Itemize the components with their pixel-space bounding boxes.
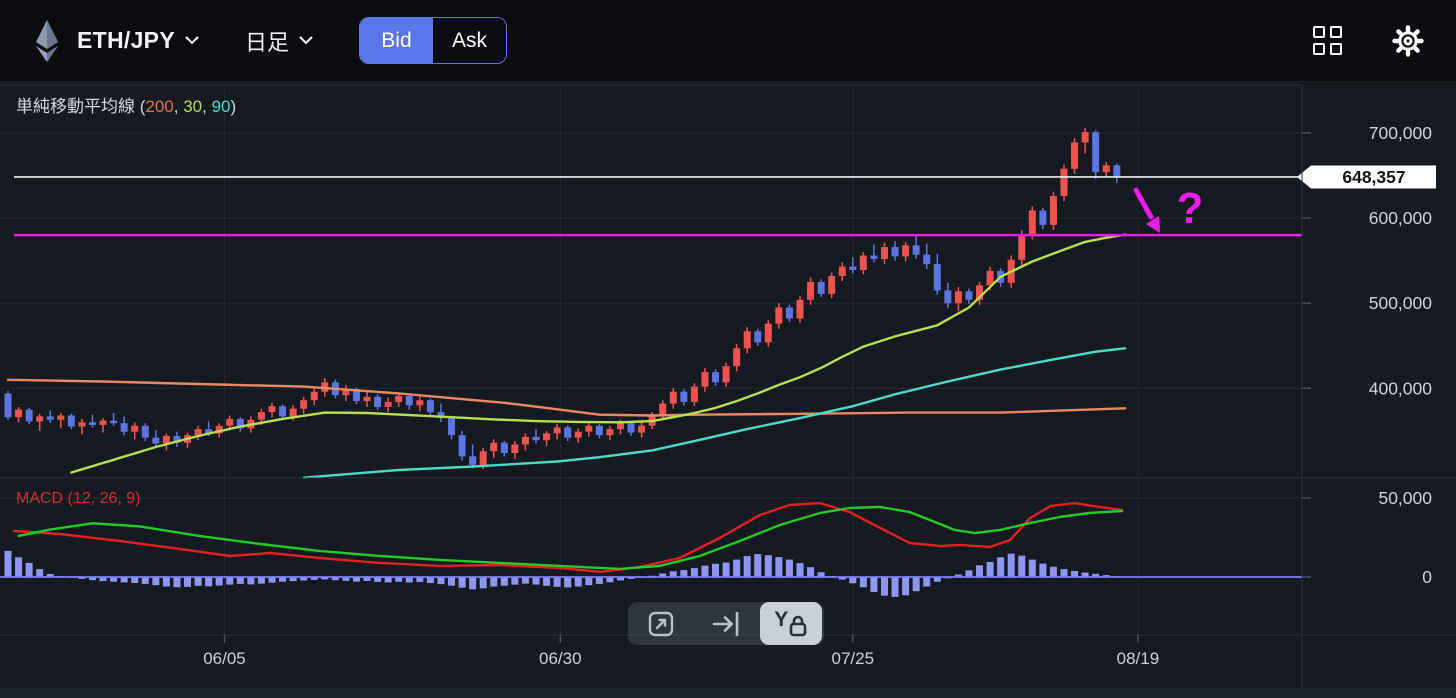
timeframe-selector-label[interactable]: 日足 — [244, 29, 289, 55]
sma-period-200: 200 — [145, 97, 174, 116]
question-mark-annotation: ? — [1177, 184, 1204, 233]
svg-text:400,000: 400,000 — [1369, 378, 1433, 398]
macd-histogram — [4, 550, 1121, 597]
bid-ask-toggle: Bid Ask — [358, 17, 507, 64]
macd-indicator-label[interactable]: MACD (12, 26, 9) — [16, 490, 141, 507]
expand-icon — [648, 611, 673, 636]
chart-area: 648,357? 700,000 600,000 500,000 400,000 50,0… — [0, 82, 1456, 698]
price-chart[interactable]: 648,357? 700,000 600,000 500,000 400,000 50,0… — [0, 82, 1456, 698]
go-to-latest-button[interactable] — [695, 602, 757, 645]
y-axis-lock-icon: Y — [774, 609, 808, 638]
sma-period-30: 30 — [183, 97, 203, 116]
chart-toolbar: Y — [628, 602, 824, 645]
bid-button[interactable]: Bid — [359, 18, 433, 63]
svg-text:500,000: 500,000 — [1369, 293, 1433, 313]
svg-text:0: 0 — [1422, 567, 1432, 587]
chevron-down-icon[interactable] — [299, 32, 313, 50]
sma-90-line — [302, 347, 1127, 479]
sma-30-line — [70, 233, 1127, 474]
svg-text:600,000: 600,000 — [1369, 208, 1433, 228]
current-price-tag — [1297, 165, 1436, 189]
svg-text:07/25: 07/25 — [832, 649, 875, 668]
expand-button[interactable] — [630, 602, 692, 645]
sma-label-prefix: 単純移動平均線 ( — [16, 97, 146, 116]
price-axis[interactable]: 700,000 600,000 500,000 400,000 50,000 0 — [1302, 123, 1432, 587]
arrow-to-end-icon — [712, 611, 739, 636]
layout-grid-icon[interactable] — [1313, 26, 1342, 55]
macd-signal-line — [17, 505, 1124, 571]
chevron-down-icon[interactable] — [185, 32, 199, 50]
settings-gear-icon[interactable] — [1390, 23, 1426, 59]
svg-text:06/30: 06/30 — [539, 649, 582, 668]
sma-200-line — [6, 378, 1127, 417]
svg-text:700,000: 700,000 — [1369, 123, 1433, 143]
svg-text:06/05: 06/05 — [203, 649, 246, 668]
sma-period-90: 90 — [211, 97, 231, 116]
ethereum-logo-icon — [36, 19, 58, 62]
svg-text:50,000: 50,000 — [1378, 488, 1432, 508]
symbol-selector-label[interactable]: ETH/JPY — [77, 27, 175, 53]
current-price-value: 648,357 — [1342, 167, 1405, 187]
macd-line — [13, 501, 1124, 574]
y-axis-lock-button[interactable]: Y — [760, 602, 823, 645]
top-bar: ETH/JPY 日足 Bid Ask — [0, 0, 1456, 82]
annotation-group: ? — [1133, 184, 1204, 233]
sma-indicator-label[interactable]: 単純移動平均線 (200, 30, 90) — [16, 97, 237, 116]
ask-button[interactable]: Ask — [432, 18, 506, 63]
time-axis[interactable]: 06/05 06/30 07/25 08/19 — [203, 635, 1159, 668]
svg-text:08/19: 08/19 — [1117, 649, 1160, 668]
